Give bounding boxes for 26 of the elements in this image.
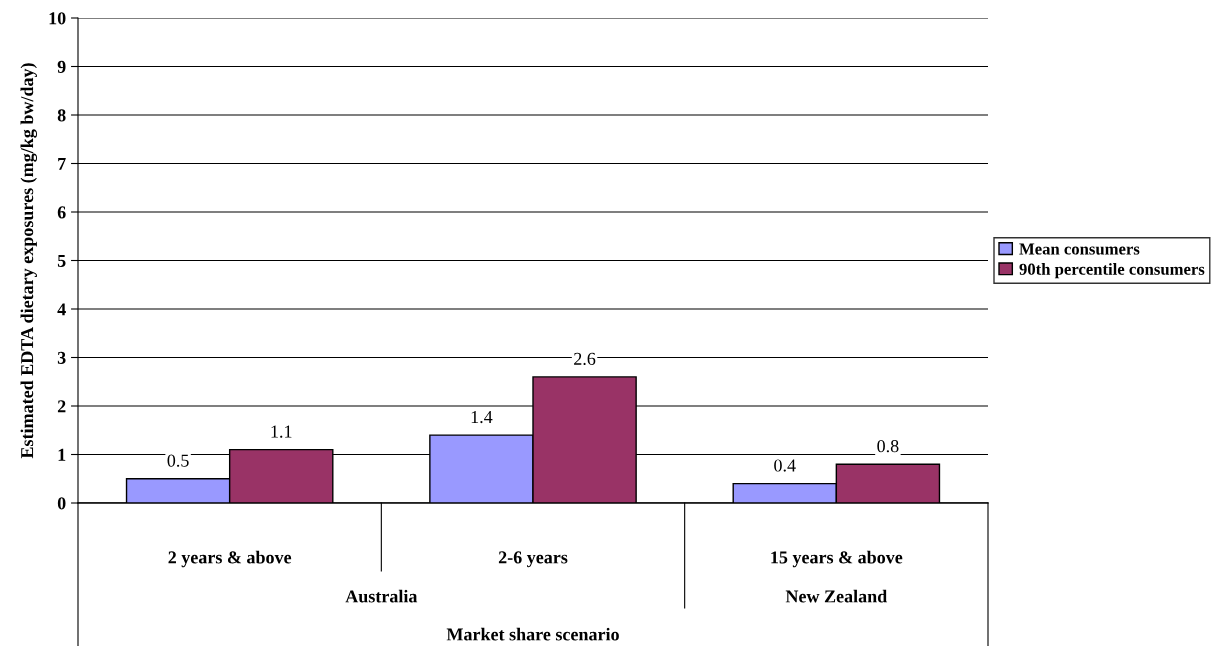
- y-tick-label: 8: [57, 109, 66, 122]
- legend-label: Mean consumers: [1019, 243, 1140, 255]
- y-tick-label: 1: [58, 448, 66, 461]
- data-label: 1.4: [471, 411, 493, 424]
- data-label: 1.1: [271, 425, 292, 438]
- data-label: 0.8: [877, 440, 899, 453]
- y-tick-label: 2: [57, 400, 66, 413]
- y-tick-label: 7: [58, 157, 66, 170]
- y-tick-label: 4: [57, 303, 66, 316]
- x-axis-title: Market share scenario: [446, 627, 619, 641]
- x-tick-label: 2-6 years: [498, 551, 568, 568]
- text: Australia: [345, 589, 418, 603]
- y-tick-label: 10: [49, 12, 66, 25]
- y-tick-label: 5: [57, 254, 66, 267]
- y-tick-label: 6: [57, 206, 66, 219]
- data-label: 0.5: [167, 454, 189, 467]
- data-label: 2.6: [574, 352, 596, 365]
- y-axis-title: Estimated EDTA dietary exposures (mg/kg bw/day): [20, 63, 38, 459]
- x-tick-label: 15 years & above: [771, 550, 903, 568]
- x-tick-label: 2 years & above: [168, 550, 292, 568]
- y-tick-label: 0: [57, 497, 66, 510]
- y-tick-label: 3: [57, 351, 66, 364]
- data-label: 0.4: [774, 459, 796, 472]
- y-tick-label: 9: [57, 60, 66, 73]
- text: New Zealand: [785, 589, 888, 603]
- legend-label: 90th percentile consumers: [1019, 263, 1205, 279]
